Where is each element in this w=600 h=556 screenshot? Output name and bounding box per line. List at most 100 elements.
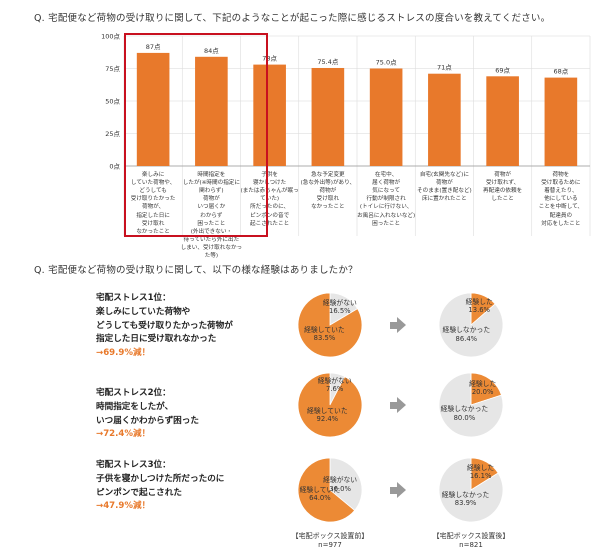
pie-slice-label: 経験した 20.0% [453, 380, 513, 397]
bar-category-label: 荷物を 受け取るために 着替えたり、 他にしている ことを中断して、 配達員の … [538, 172, 584, 227]
bar [544, 77, 578, 166]
arrow-icon [390, 321, 397, 329]
caption-before-title: 【宅配ボックス設置前】 [291, 532, 369, 540]
pie-slice-label: 経験がない 16.5% [310, 299, 370, 316]
y-tick-label: 50点 [105, 98, 120, 106]
pie-slice-label: 経験した 16.1% [451, 464, 511, 481]
arrow-head-icon [397, 397, 406, 413]
pie-slice-pct: 36.0% [329, 484, 351, 493]
stress-rank-2-title: 宅配ストレス2位： [96, 388, 171, 398]
pie-slice-name: 経験していた [304, 325, 345, 334]
pie-before [297, 457, 363, 523]
bar-value-label: 75.4点 [317, 58, 338, 66]
stress-rank-1-result: →69.9%減！ [96, 348, 151, 358]
pie-slice-name: 経験がない [317, 376, 352, 385]
bar [195, 56, 228, 166]
pie-slice-label: 経験がない 7.6% [305, 377, 365, 394]
bar-value-label: 68点 [553, 68, 568, 76]
stress-rank-2-desc: 時間指定をしたが、 いつ届くかわからず困った [96, 401, 199, 426]
pie-after [438, 372, 504, 438]
y-tick-label: 75点 [105, 65, 120, 73]
pie-slice-pct: 86.4% [455, 334, 478, 343]
pie-slice-name: 経験がない [322, 298, 357, 307]
pie-slice-name: 経験しなかった [440, 405, 489, 414]
pie-slice [438, 457, 504, 523]
pie-slice-pct: 83.9% [454, 499, 477, 508]
bar-category-label: 時間指定を したが(※時間の指定に 関わらず) 荷物が いつ届くか わからず 困… [180, 172, 243, 260]
pie-slice-label: 経験した 13.6% [449, 298, 509, 315]
pie-slice-label: 経験しなかった 83.9% [436, 491, 496, 508]
stress-rank-2-result: →72.4%減！ [96, 429, 151, 440]
pie-before [297, 372, 363, 438]
bar-category-label: 子供を 寝かしつけた (または赤ちゃんが眠っていた) 所だったのに、 ピンポンの… [240, 172, 299, 227]
y-tick-label: 25点 [105, 130, 120, 138]
pie-after [438, 457, 504, 523]
stress-rank-3-desc: 子供を寝かしつけた所だったのに ピンポンで起こされた [96, 473, 225, 498]
stress-rank-3-result: →47.9%減！ [96, 501, 151, 512]
bar [486, 76, 519, 166]
pie-slice-name: 経験した [469, 379, 497, 388]
bar [311, 67, 345, 166]
pie-slice-pct: 64.0% [309, 494, 331, 503]
bar-value-label: 87点 [146, 43, 161, 51]
pie-slice [438, 372, 504, 438]
bar-value-label: 71点 [437, 64, 452, 72]
bar-value-label: 69点 [495, 66, 510, 74]
bar-value-label: 78点 [262, 55, 277, 63]
stress-rank-1: 宅配ストレス1位： 楽しみにしていた荷物や どうしても受け取りたかった荷物が 指… [96, 292, 233, 361]
pie-slice-name: 経験しなかった [441, 490, 490, 499]
stress-rank-3-title: 宅配ストレス3位： [96, 460, 171, 470]
arrow-icon [390, 401, 397, 409]
pie-slice-label: 経験していた 92.4% [297, 407, 357, 424]
bar [428, 73, 461, 166]
pie-slice-name: 経験した [467, 463, 495, 472]
bar-category-label: 急な予定変更 (急な外出等)があり、 荷物が 受け取れ なかったこと [300, 172, 356, 211]
pie-slice [297, 372, 363, 438]
pie-slice [297, 292, 363, 358]
stress-bar-chart: 100点 75点 50点 25点 0点 87点 84点 78点 75.4点 75.0点 71点 69点… [101, 33, 591, 236]
pie-slice-pct: 7.6% [326, 385, 344, 394]
arrow-head-icon [397, 482, 406, 498]
bar [369, 68, 403, 166]
pie-slice-name: 経験していた [299, 485, 341, 494]
pie-slice-pct: 20.0% [471, 388, 494, 397]
bar [253, 64, 286, 166]
pie-slice [470, 372, 502, 406]
caption-after-title: 【宅配ボックス設置後】 [432, 532, 510, 540]
y-tick-label: 100点 [101, 33, 120, 41]
pie-slice-pct: 16.5% [329, 307, 351, 316]
pie-slice-label: 経験していた 64.0% [290, 486, 350, 503]
pie-slice-label: 経験がない 36.0% [310, 476, 370, 493]
question-2: Q. 宅配便など荷物の受け取りに関して、以下の様な経験はありましたか？ [34, 265, 358, 276]
stress-rank-2: 宅配ストレス2位： 時間指定をしたが、 いつ届くかわからず困った →72.4%減… [96, 387, 199, 442]
bar-value-label: 84点 [204, 47, 219, 55]
arrow-icon [390, 486, 397, 494]
y-tick-label: 0点 [109, 163, 120, 171]
pie-slice [329, 457, 363, 511]
pie-slice-pct: 16.1% [469, 472, 492, 481]
caption-after-n: n=821 [459, 541, 483, 550]
question-1: Q. 宅配便など荷物の受け取りに関して、下記のようなことが起こった際に感じるスト… [34, 13, 551, 24]
bar-category-label: 在宅中、 届く荷物が 気になって 行動が制限され (トイレに行けない、 お風呂に… [357, 172, 416, 227]
pie-slice-pct: 92.4% [316, 415, 339, 424]
pie-slice-pct: 83.5% [313, 334, 336, 343]
pie-slice-name: 経験しなかった [442, 326, 491, 335]
pie-before [297, 292, 363, 358]
pie-slice-label: 経験していた 83.5% [294, 326, 354, 343]
arrow-head-icon [397, 317, 406, 333]
caption-before: 【宅配ボックス設置前】 n=977 [270, 532, 390, 550]
pie-slice-pct: 13.6% [468, 306, 491, 315]
bar-value-label: 75.0点 [376, 59, 397, 67]
top3-highlight-box [124, 33, 268, 237]
pie-slice-name: 経験した [465, 297, 493, 306]
stress-rank-3: 宅配ストレス3位： 子供を寝かしつけた所だったのに ピンポンで起こされた →47… [96, 459, 224, 514]
stress-rank-1-title: 宅配ストレス1位： [96, 293, 171, 303]
pie-slice-label: 経験しなかった 80.0% [434, 405, 494, 422]
stress-rank-1-desc: 楽しみにしていた荷物や どうしても受け取りたかった荷物が 指定した日に受け取れな… [96, 306, 233, 345]
caption-after: 【宅配ボックス設置後】 n=821 [411, 532, 531, 550]
pie-slice-pct: 80.0% [453, 413, 476, 422]
pie-slice [297, 457, 356, 523]
bar-category-label: 自宅(玄関先など)に 荷物が そのまま(置き配など) 床に置かれたこと [417, 172, 472, 203]
pie-slice-name: 経験していた [307, 406, 348, 415]
pie-after [438, 292, 504, 358]
